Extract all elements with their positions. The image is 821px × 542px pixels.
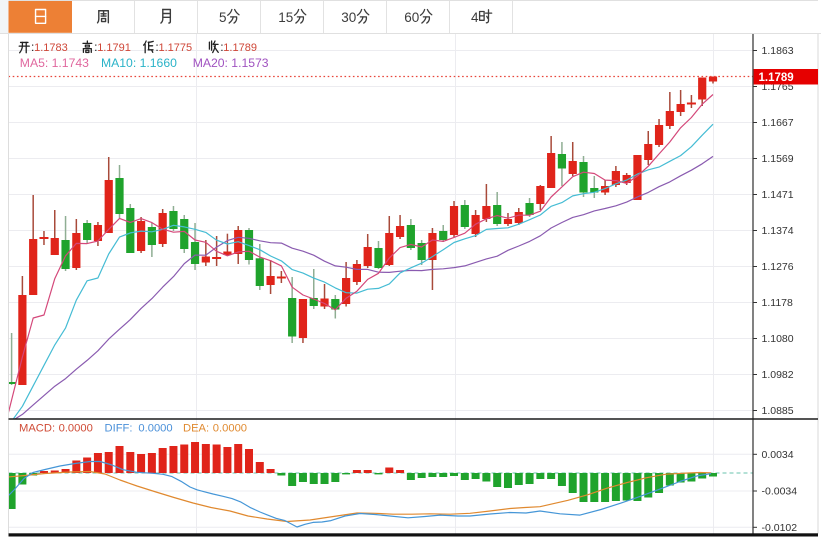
svg-text:1.1178: 1.1178 [762,297,793,309]
svg-text:4: 4 [471,10,479,25]
svg-text:1.1775: 1.1775 [159,42,193,54]
svg-text:0.0000: 0.0000 [138,423,172,435]
svg-text:DEA:: DEA: [183,423,209,435]
svg-text:0.0034: 0.0034 [762,449,794,461]
svg-text:1.1791: 1.1791 [97,42,131,54]
svg-text::: : [220,40,223,54]
svg-text:1.1276: 1.1276 [762,261,794,273]
svg-text::: : [94,40,97,54]
svg-text:60: 60 [404,10,419,25]
svg-text:30: 30 [341,10,356,25]
svg-text::: : [31,40,34,54]
svg-text:1.0982: 1.0982 [762,369,794,381]
svg-text:MA20: 1.1573: MA20: 1.1573 [193,56,269,70]
svg-text:1.1667: 1.1667 [762,117,794,129]
svg-text:1.1080: 1.1080 [762,333,794,345]
svg-text:MA5: 1.1743: MA5: 1.1743 [20,56,89,70]
svg-text:-0.0034: -0.0034 [762,486,798,498]
svg-text:1.0885: 1.0885 [762,405,794,417]
svg-text:0.0000: 0.0000 [213,423,247,435]
svg-text::: : [155,40,158,54]
svg-text:0.0000: 0.0000 [59,423,93,435]
svg-text:1.1783: 1.1783 [34,42,68,54]
svg-text:1.1863: 1.1863 [762,45,794,57]
svg-text:MA10: 1.1660: MA10: 1.1660 [101,56,177,70]
svg-text:1.1789: 1.1789 [759,72,794,84]
svg-text:1.1569: 1.1569 [762,153,794,165]
svg-text:MACD:: MACD: [19,423,55,435]
svg-text:1.1471: 1.1471 [762,189,794,201]
svg-text:1.1789: 1.1789 [223,42,257,54]
svg-text:1.1374: 1.1374 [762,225,794,237]
svg-text:-0.0102: -0.0102 [762,522,798,534]
svg-text:15: 15 [278,10,293,25]
svg-text:DIFF:: DIFF: [105,423,133,435]
svg-text:5: 5 [219,10,227,25]
